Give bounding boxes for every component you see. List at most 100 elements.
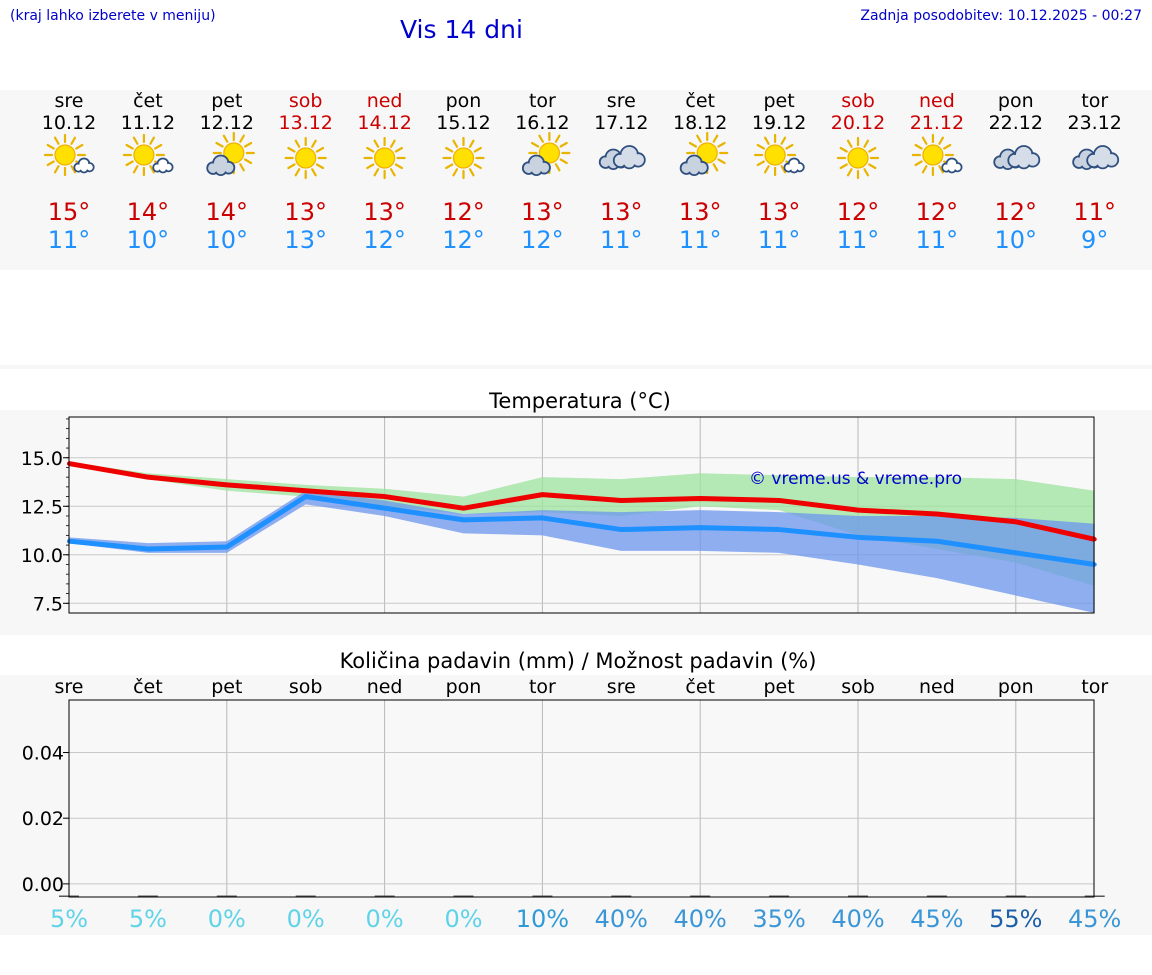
day-name: sre <box>607 90 636 112</box>
page-title: Vis 14 dni <box>400 15 523 44</box>
sun-icon <box>442 136 485 180</box>
sun-disc <box>764 144 786 166</box>
sun-icon <box>284 136 327 180</box>
temperature-point-max <box>777 498 782 503</box>
temp-max: 11° <box>1073 198 1116 226</box>
precip-day-label: sre <box>607 676 636 698</box>
sun-small-cloud-icon <box>753 133 805 177</box>
precip-plot-area <box>69 700 1094 897</box>
precip-probability: 45% <box>910 905 963 933</box>
precip-bar <box>532 895 553 897</box>
precip-probability: 55% <box>989 905 1042 933</box>
temperature-point-max <box>540 492 545 497</box>
temperature-point-min <box>145 546 150 551</box>
precip-day-label: pon <box>446 676 482 698</box>
precip-bar <box>1005 895 1026 897</box>
day-date: 18.12 <box>673 112 727 134</box>
precip-day-label: ned <box>919 676 955 698</box>
cloud-shape <box>1007 145 1041 170</box>
temp-max: 13° <box>284 198 327 226</box>
temperature-ytick-label: 15.0 <box>21 448 63 470</box>
precip-bar <box>453 895 474 897</box>
temperature-point-max <box>303 488 308 493</box>
temp-max: 13° <box>600 198 643 226</box>
precip-ytick-label: 0.04 <box>22 743 64 765</box>
temp-min: 9° <box>1081 226 1108 254</box>
watermark: © vreme.us & vreme.pro <box>749 469 962 489</box>
precip-probability: 40% <box>831 905 884 933</box>
sun-cloud-icon <box>521 131 571 176</box>
location-hint-link[interactable]: (kraj lahko izberete v meniju) <box>10 8 216 24</box>
sun-small-cloud-icon <box>122 133 174 177</box>
day-date: 19.12 <box>752 112 806 134</box>
temperature-point-max <box>856 508 860 513</box>
temperature-point-max <box>461 506 466 511</box>
precip-bar <box>216 895 237 897</box>
day-date: 20.12 <box>831 112 885 134</box>
precip-bar <box>374 895 395 897</box>
sun-disc <box>54 144 76 166</box>
precip-day-label: sob <box>289 676 323 698</box>
temp-max: 12° <box>837 198 880 226</box>
cloud-shape <box>679 154 709 176</box>
cloud-shape <box>521 154 551 176</box>
sun-disc <box>538 142 561 164</box>
precip-bar <box>926 895 947 897</box>
temp-min: 12° <box>363 226 406 254</box>
sun-cloud-icon <box>679 131 729 176</box>
temp-min: 10° <box>995 226 1038 254</box>
precip-probability: 35% <box>752 905 805 933</box>
precip-ytick-label: 0.00 <box>22 874 64 896</box>
temp-min: 11° <box>837 226 880 254</box>
precip-chart-title: Količina padavin (mm) / Možnost padavin … <box>340 649 817 673</box>
temp-min: 10° <box>127 226 170 254</box>
sun-disc <box>374 147 396 169</box>
cloud-shape <box>612 145 646 170</box>
cloud-shape <box>783 157 805 174</box>
precip-bar <box>1084 895 1105 897</box>
day-date: 23.12 <box>1067 112 1121 134</box>
precip-day-label: čet <box>133 676 163 698</box>
sun-disc <box>223 142 245 164</box>
divider <box>0 365 1152 369</box>
temp-min: 11° <box>758 226 801 254</box>
cloud-icon <box>1072 145 1120 170</box>
last-updated: Zadnja posodobitev: 10.12.2025 - 00:27 <box>860 8 1142 24</box>
day-name: tor <box>529 90 556 112</box>
temp-max: 13° <box>679 198 722 226</box>
day-name: ned <box>367 90 403 112</box>
sun-icon <box>363 136 406 180</box>
sun-small-cloud-icon <box>911 133 963 177</box>
cloud-shape <box>1086 145 1120 170</box>
temperature-point-min <box>619 527 624 532</box>
sun-disc <box>847 147 869 169</box>
day-name: pet <box>763 90 794 112</box>
precip-day-label: pet <box>763 676 794 698</box>
precip-day-label: pon <box>998 676 1034 698</box>
precip-day-label: ned <box>367 676 403 698</box>
cloud-icon <box>598 145 646 170</box>
precip-probability: 0% <box>444 905 482 933</box>
day-date: 22.12 <box>989 112 1043 134</box>
day-date: 13.12 <box>278 112 332 134</box>
day-name: sob <box>841 90 875 112</box>
precip-day-label: sob <box>841 676 875 698</box>
sun-disc <box>295 147 317 169</box>
temperature-chart-title: Temperatura (°C) <box>488 389 671 413</box>
temperature-point-max <box>224 482 229 487</box>
precip-probability: 0% <box>287 905 325 933</box>
sun-disc <box>452 147 475 169</box>
cloud-shape <box>73 157 95 174</box>
temperature-point-min <box>698 525 703 530</box>
sun-disc <box>696 142 718 164</box>
day-date: 10.12 <box>42 112 96 134</box>
temperature-plot-frame <box>68 416 1095 614</box>
temperature-point-min <box>934 539 939 544</box>
sun-rays <box>363 136 406 180</box>
sun-rays <box>442 136 485 180</box>
sun-small-cloud-icon <box>43 133 95 177</box>
precip-probability: 5% <box>50 905 88 933</box>
day-date: 17.12 <box>594 112 648 134</box>
precip-bar <box>848 895 868 897</box>
